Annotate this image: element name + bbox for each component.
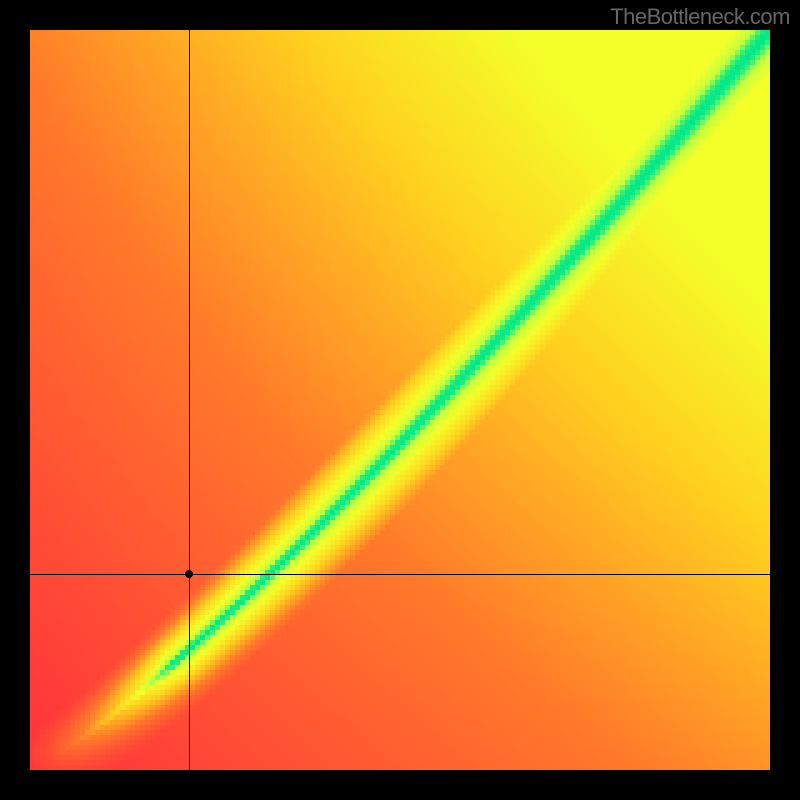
frame-left <box>0 0 30 800</box>
heatmap-canvas <box>30 30 770 770</box>
watermark-text: TheBottleneck.com <box>610 4 790 30</box>
heatmap-plot <box>30 30 770 770</box>
frame-bottom <box>0 770 800 800</box>
frame-right <box>770 0 800 800</box>
marker-dot <box>185 570 193 578</box>
crosshair-vertical <box>189 30 190 770</box>
crosshair-horizontal <box>30 574 770 575</box>
